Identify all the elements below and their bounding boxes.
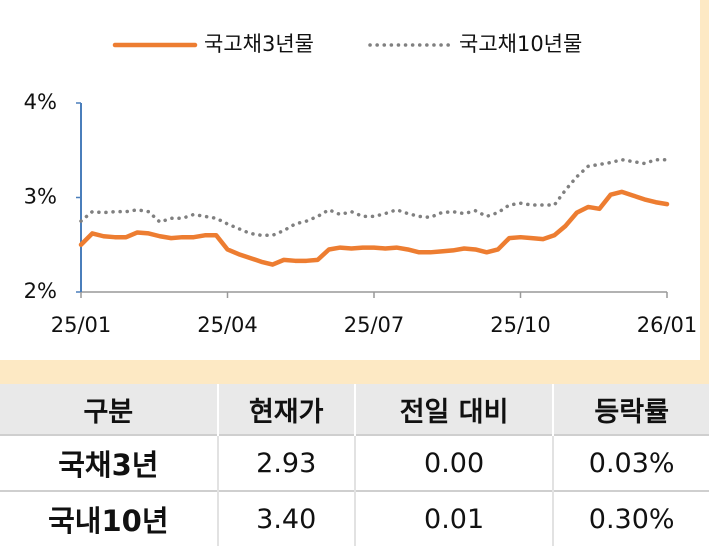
header-cell: 구분 — [0, 384, 218, 435]
x-tick-label: 25/07 — [344, 313, 405, 337]
table-cell: 0.00 — [353, 434, 554, 491]
series-line — [78, 189, 670, 267]
y-tick-label: 3% — [24, 185, 57, 209]
table-cell: 0.30% — [552, 490, 709, 546]
table-cell: 국내10년 — [0, 490, 218, 546]
chart: 2% 3% 4% 25/01 25/04 25/07 25/10 26/01 국고채3년물 국고채… — [0, 0, 700, 360]
header-cell: 전일 대비 — [353, 384, 554, 435]
header-cell: 현재가 — [216, 384, 355, 435]
table-cell: 국채3년 — [0, 434, 218, 491]
y-tick-label: 4% — [24, 90, 57, 114]
quote-table: 구분 현재가 전일 대비 등락률 국채3년 2.93 0.00 0.03% 국내10년 3.40 0… — [0, 384, 709, 546]
y-tick-label: 2% — [24, 279, 57, 303]
series-line — [79, 157, 669, 238]
table-row: 국내10년 3.40 0.01 0.30% — [0, 490, 709, 546]
table-cell: 2.93 — [216, 434, 355, 491]
table-cell: 3.40 — [216, 490, 355, 546]
x-tick-label: 25/01 — [51, 313, 112, 337]
x-tick-label: 26/01 — [637, 313, 698, 337]
table-cell: 0.01 — [353, 490, 554, 546]
table-row: 국채3년 2.93 0.00 0.03% — [0, 434, 709, 491]
header-cell: 등락률 — [552, 384, 709, 435]
legend-label: 국고채3년물 — [204, 32, 314, 56]
table-cell: 0.03% — [552, 434, 709, 491]
header-row: 구분 현재가 전일 대비 등락률 — [0, 384, 709, 435]
legend-label: 국고채10년물 — [459, 32, 582, 56]
x-tick-label: 25/04 — [197, 313, 258, 337]
plot-background — [0, 0, 700, 360]
x-tick-label: 25/10 — [490, 313, 551, 337]
